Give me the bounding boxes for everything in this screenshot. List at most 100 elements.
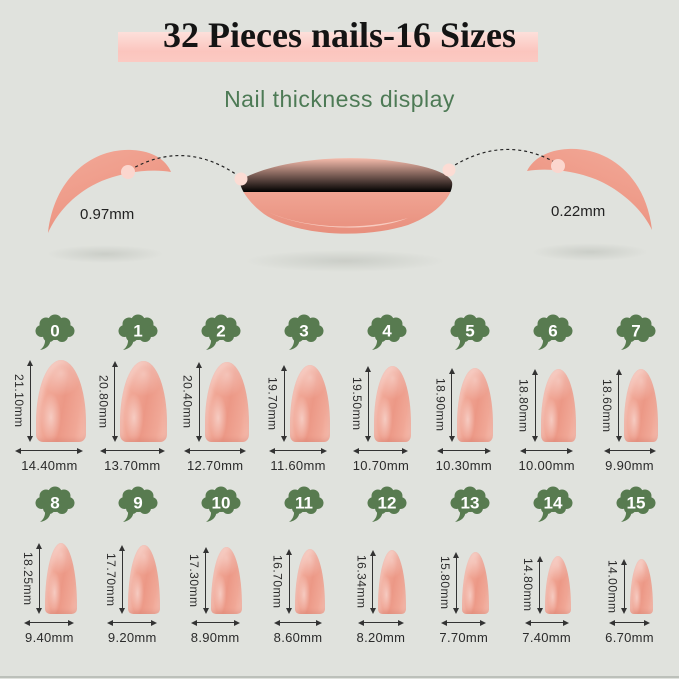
- size-cell: 6 18.80mm 10.00mm: [505, 314, 588, 478]
- nail-with-dimensions: 20.40mm: [181, 354, 249, 442]
- horizontal-dimension-arrow: [609, 619, 651, 626]
- horizontal-dimension-arrow: [357, 619, 404, 626]
- width-dimension-label: 9.40mm: [25, 630, 74, 645]
- size-number: 8: [51, 494, 60, 513]
- size-number: 0: [51, 322, 60, 341]
- height-label-wrap: 17.30mm: [187, 547, 202, 614]
- vertical-dimension-arrow: [281, 365, 288, 442]
- marker-dot: [121, 165, 135, 179]
- vertical-dimension-arrow: [621, 559, 628, 614]
- size-cell: 15 14.00mm 6.70mm: [588, 486, 671, 650]
- thickness-left-label: 0.97mm: [80, 206, 135, 223]
- height-label-wrap: 20.80mm: [96, 361, 111, 442]
- size-badge: 14: [531, 486, 575, 523]
- nail-image: [457, 368, 494, 442]
- height-label-wrap: 20.40mm: [181, 362, 195, 442]
- width-dimension-label: 7.70mm: [439, 630, 489, 645]
- height-label-wrap: 14.00mm: [606, 559, 620, 614]
- height-dimension-label: 15.80mm: [437, 556, 452, 610]
- nail-with-dimensions: 14.00mm: [606, 526, 653, 614]
- dashed-connector-right: [449, 148, 559, 169]
- size-grid: 0 21.10mm 14.40mm: [0, 306, 679, 650]
- nail-image: [289, 365, 330, 442]
- horizontal-dimension-arrow: [524, 619, 569, 626]
- cloud-icon: 15: [616, 486, 656, 522]
- width-dimension-label: 10.30mm: [435, 458, 492, 473]
- section-subtitle: Nail thickness display: [224, 86, 455, 112]
- cloud-icon: 14: [533, 486, 573, 522]
- cloud-icon: 8: [35, 486, 75, 522]
- size-badge: 11: [282, 486, 326, 523]
- height-dimension-label: 14.80mm: [521, 558, 536, 612]
- cloud-icon: 0: [35, 314, 75, 350]
- nail-image: [624, 369, 659, 442]
- nail-with-dimensions: 18.60mm: [600, 354, 659, 442]
- cloud-icon: 6: [533, 314, 573, 350]
- size-badge: 1: [116, 314, 160, 351]
- width-dimension-label: 14.40mm: [21, 458, 78, 473]
- nail-with-dimensions: 14.80mm: [521, 526, 572, 614]
- cloud-icon: 5: [450, 314, 490, 350]
- nail-image: [35, 360, 86, 442]
- cloud-icon: 3: [284, 314, 324, 350]
- size-number: 15: [626, 494, 645, 513]
- width-dimension-label: 8.20mm: [356, 630, 406, 645]
- size-cell: 0 21.10mm 14.40mm: [8, 314, 91, 478]
- height-label-wrap: 18.25mm: [21, 543, 35, 614]
- marker-dot: [551, 159, 565, 173]
- left-cross-section-icon: [48, 149, 171, 233]
- size-badge: 9: [116, 486, 160, 523]
- size-cell: 8 18.25mm 9.40mm: [8, 486, 91, 650]
- size-number: 7: [631, 322, 640, 341]
- vertical-dimension-arrow: [111, 361, 118, 442]
- nail-with-dimensions: 16.34mm: [354, 526, 407, 614]
- vertical-dimension-arrow: [27, 360, 34, 442]
- horizontal-dimension-arrow: [269, 447, 328, 454]
- size-number: 3: [299, 322, 308, 341]
- width-dimension-label: 8.90mm: [190, 630, 240, 645]
- width-dimension-label: 9.20mm: [107, 630, 157, 645]
- size-number: 1: [134, 322, 143, 341]
- side-view-nail-icon: [239, 158, 453, 234]
- sizes-row-1: 0 21.10mm 14.40mm: [0, 306, 679, 478]
- bottom-divider: [0, 676, 679, 678]
- marker-dot: [234, 172, 248, 186]
- size-cell: 9 17.70mm 9.20mm: [91, 486, 174, 650]
- height-dimension-label: 19.50mm: [349, 377, 364, 431]
- right-reflection: [532, 243, 648, 261]
- height-label-wrap: 16.34mm: [354, 550, 369, 614]
- nail-with-dimensions: 21.10mm: [12, 354, 86, 442]
- nail-image: [373, 366, 411, 442]
- vertical-dimension-arrow: [202, 547, 209, 614]
- size-cell: 7 18.60mm 9.90mm: [588, 314, 671, 478]
- nail-image: [127, 545, 160, 614]
- height-label-wrap: 15.80mm: [437, 552, 452, 614]
- vertical-dimension-arrow: [196, 362, 203, 442]
- height-dimension-label: 18.90mm: [433, 378, 448, 432]
- height-dimension-label: 16.70mm: [270, 554, 285, 609]
- height-dimension-label: 17.30mm: [187, 553, 202, 608]
- size-number: 12: [377, 494, 396, 513]
- width-dimension-label: 13.70mm: [104, 458, 161, 473]
- cloud-icon: 4: [367, 314, 407, 350]
- cloud-icon: 2: [201, 314, 241, 350]
- width-dimension-label: 11.60mm: [270, 458, 326, 473]
- horizontal-dimension-arrow: [436, 447, 491, 454]
- size-cell: 11 16.70mm 8.60mm: [257, 486, 340, 650]
- horizontal-dimension-arrow: [520, 447, 574, 454]
- nail-with-dimensions: 20.80mm: [96, 354, 168, 442]
- size-cell: 10 17.30mm 8.90mm: [174, 486, 257, 650]
- vertical-dimension-arrow: [286, 549, 293, 614]
- page-title: 32 Pieces nails-16 Sizes: [163, 15, 516, 55]
- width-dimension-label: 7.40mm: [522, 630, 572, 645]
- cloud-icon: 11: [284, 486, 324, 522]
- nail-image: [211, 547, 243, 614]
- thickness-right-label: 0.22mm: [551, 203, 606, 220]
- height-dimension-label: 20.80mm: [96, 374, 111, 429]
- sizes-row-2: 8 18.25mm 9.40mm: [0, 478, 679, 650]
- cloud-icon: 9: [118, 486, 158, 522]
- vertical-dimension-arrow: [615, 369, 622, 442]
- marker-dot: [442, 163, 456, 177]
- vertical-dimension-arrow: [36, 543, 43, 614]
- height-dimension-label: 16.34mm: [354, 555, 369, 609]
